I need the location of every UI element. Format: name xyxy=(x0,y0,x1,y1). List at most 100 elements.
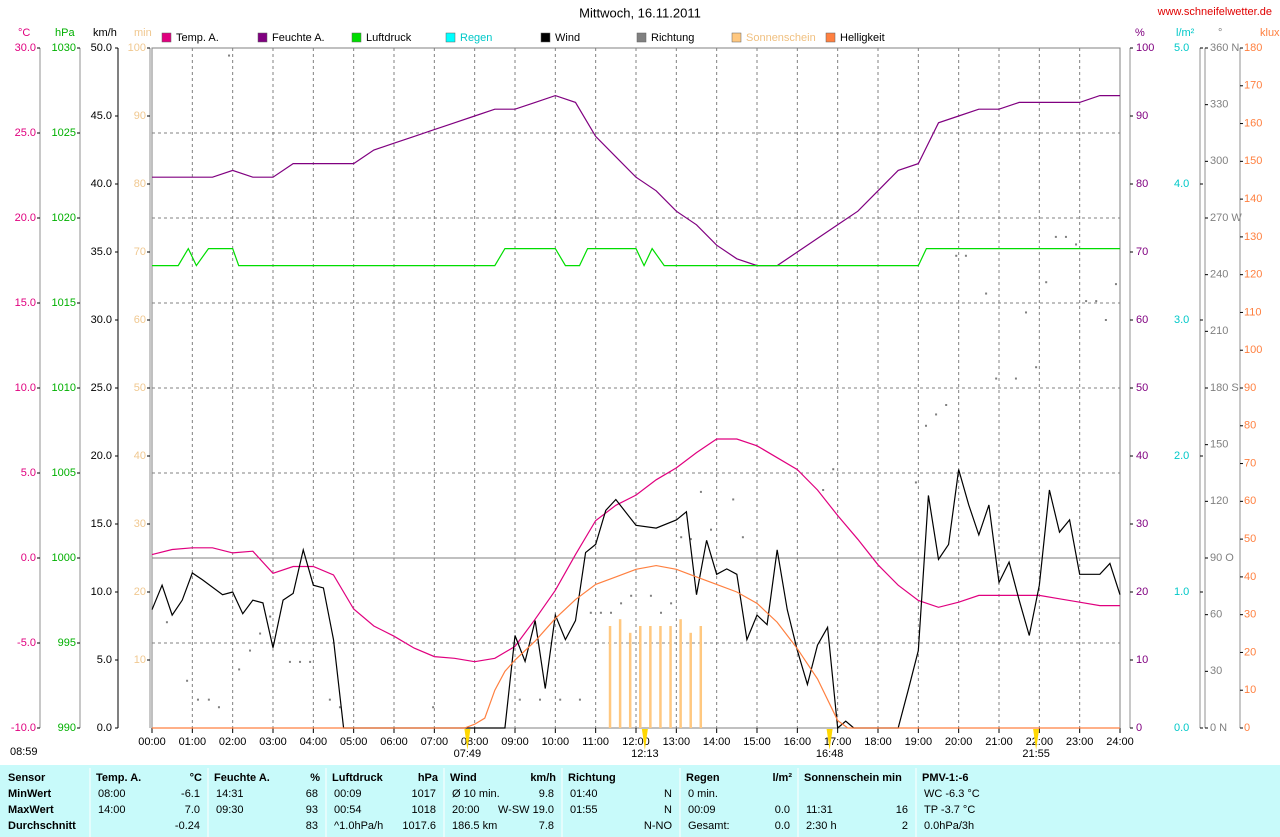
y-tick-label: 10 xyxy=(1136,654,1148,666)
legend-label: Feuchte A. xyxy=(272,32,325,44)
y-tick-label: 80 xyxy=(1136,178,1148,190)
y-tick-label: 60 xyxy=(1136,314,1148,326)
y-tick-label: 100 xyxy=(128,42,146,54)
table-unit: hPa xyxy=(418,772,439,784)
table-cell: 2 xyxy=(902,820,908,832)
row-label: MinWert xyxy=(8,788,52,800)
sun-label: 16:48 xyxy=(816,748,844,760)
axis-unit: hPa xyxy=(55,27,75,39)
y-tick-label: 1020 xyxy=(52,212,76,224)
direction-dot xyxy=(165,621,168,624)
y-tick-label: 140 xyxy=(1244,193,1262,205)
series-line xyxy=(151,469,1121,730)
direction-dot xyxy=(924,424,927,427)
direction-dot xyxy=(660,611,663,614)
legend-label: Richtung xyxy=(651,32,694,44)
table-cell: 00:09 xyxy=(688,804,716,816)
direction-dot xyxy=(1075,243,1078,246)
y-tick-label: 25.0 xyxy=(15,127,36,139)
table-cell: N xyxy=(664,804,672,816)
direction-dot xyxy=(1064,235,1067,238)
series-line xyxy=(152,247,1120,267)
y-tick-label: 120 xyxy=(1244,269,1262,281)
table-cell: 186.5 km xyxy=(452,820,497,832)
direction-dot xyxy=(1025,311,1028,314)
x-tick-label: 21:00 xyxy=(985,736,1013,748)
direction-dot xyxy=(964,254,967,257)
y-tick-label: 50 xyxy=(1136,382,1148,394)
legend-label: Helligkeit xyxy=(840,32,885,44)
x-tick-label: 23:00 xyxy=(1066,736,1094,748)
sunshine-bar xyxy=(689,632,692,728)
sun-marker xyxy=(464,729,471,750)
y-tick-label: 0 xyxy=(1244,722,1250,734)
table-cell: 00:54 xyxy=(334,804,362,816)
table-cell: N xyxy=(664,788,672,800)
table-unit: l/m² xyxy=(772,772,792,784)
y-tick-label: 70 xyxy=(134,246,146,258)
table-cell: 1017.6 xyxy=(402,820,436,832)
direction-dot xyxy=(578,698,581,701)
direction-dot xyxy=(1054,235,1057,238)
y-tick-label: 10.0 xyxy=(15,382,36,394)
direction-dot xyxy=(259,632,262,635)
legend-swatch xyxy=(731,32,742,43)
y-tick-label: 1010 xyxy=(52,382,76,394)
x-tick-label: 09:00 xyxy=(501,736,529,748)
y-tick-label: 30.0 xyxy=(91,314,112,326)
direction-dot xyxy=(288,660,291,663)
table-bg xyxy=(0,765,1280,837)
y-tick-label: 1.0 xyxy=(1174,586,1189,598)
sunshine-bar xyxy=(618,619,622,728)
direction-dot xyxy=(1114,283,1117,286)
y-tick-label: 15.0 xyxy=(91,518,112,530)
direction-dot xyxy=(1085,300,1088,303)
y-tick-label: 270 W xyxy=(1210,212,1242,224)
y-tick-label: 90 O xyxy=(1210,552,1234,564)
y-tick-label: 30.0 xyxy=(15,42,36,54)
direction-dot xyxy=(207,698,210,701)
sun-label: 21:55 xyxy=(1022,748,1050,760)
y-tick-label: 20.0 xyxy=(91,450,112,462)
x-tick-label: 00:00 xyxy=(138,736,166,748)
direction-dot xyxy=(186,679,189,682)
y-tick-label: 1000 xyxy=(52,552,76,564)
y-tick-label: -10.0 xyxy=(11,722,36,734)
sunshine-bar xyxy=(659,626,662,728)
axis-unit: % xyxy=(1135,27,1145,39)
x-tick-label: 22:00 xyxy=(1026,736,1054,748)
y-tick-label: 90 xyxy=(1136,110,1148,122)
table-cell: 0.0 xyxy=(775,820,790,832)
legend-label: Wind xyxy=(555,32,580,44)
table-unit: % xyxy=(310,772,320,784)
direction-dot xyxy=(832,468,835,471)
y-tick-label: 40 xyxy=(134,450,146,462)
y-tick-label: 50 xyxy=(134,382,146,394)
y-tick-label: 80 xyxy=(134,178,146,190)
y-tick-label: 5.0 xyxy=(21,467,36,479)
table-unit: °C xyxy=(190,772,202,784)
direction-dot xyxy=(269,615,272,618)
x-tick-label: 07:00 xyxy=(421,736,449,748)
table-header: Richtung xyxy=(568,772,616,784)
table-cell: 14:31 xyxy=(216,788,244,800)
y-tick-label: 50 xyxy=(1244,533,1256,545)
direction-dot xyxy=(710,528,713,531)
direction-dot xyxy=(1104,319,1107,321)
table-header: Sonnenschein min xyxy=(804,772,902,784)
axis-unit: ° xyxy=(1218,27,1222,39)
y-tick-label: 0.0 xyxy=(21,552,36,564)
sunshine-bar xyxy=(628,632,632,728)
table-cell: 7.0 xyxy=(185,804,200,816)
y-tick-label: 0 N xyxy=(1210,722,1227,734)
direction-dot xyxy=(822,489,825,491)
table-cell: -6.1 xyxy=(181,788,200,800)
direction-dot xyxy=(955,254,958,257)
table-cell: 2:30 h xyxy=(806,820,837,832)
table-cell: 0.0hPa/3h xyxy=(924,820,974,832)
sunshine-bar xyxy=(679,619,682,728)
y-tick-label: 160 xyxy=(1244,117,1262,129)
direction-dot xyxy=(559,698,562,701)
table-cell: Ø 10 min. xyxy=(452,788,500,800)
